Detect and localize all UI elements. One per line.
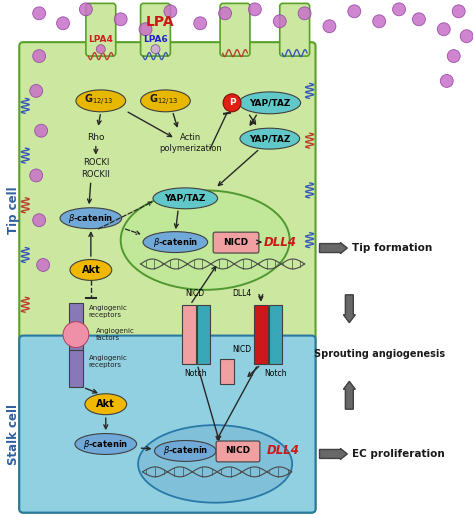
Ellipse shape: [85, 394, 127, 415]
Text: Angiogenic
factors: Angiogenic factors: [96, 328, 135, 341]
Bar: [69, 303, 83, 351]
FancyBboxPatch shape: [220, 4, 250, 56]
Bar: [269, 305, 282, 365]
Ellipse shape: [75, 434, 137, 454]
Circle shape: [33, 7, 46, 20]
Text: DLL4: DLL4: [233, 289, 252, 298]
Text: $\beta$-catenin: $\beta$-catenin: [163, 444, 208, 457]
Text: EC proliferation: EC proliferation: [352, 449, 445, 459]
Text: Notch: Notch: [264, 369, 287, 379]
Circle shape: [30, 84, 43, 97]
Text: $\beta$-catenin: $\beta$-catenin: [83, 438, 128, 451]
Circle shape: [80, 3, 92, 16]
FancyBboxPatch shape: [216, 441, 260, 462]
Circle shape: [438, 23, 450, 36]
Circle shape: [323, 20, 336, 33]
Bar: [182, 305, 196, 365]
Text: P: P: [229, 98, 236, 107]
Text: DLL4: DLL4: [266, 444, 299, 457]
Text: Angiogenic
receptors: Angiogenic receptors: [89, 355, 128, 368]
Text: Angiogenic
receptors: Angiogenic receptors: [89, 305, 128, 318]
Text: Akt: Akt: [96, 399, 115, 409]
Circle shape: [139, 23, 152, 36]
Text: DLL4: DLL4: [264, 236, 296, 249]
FancyArrow shape: [319, 449, 347, 459]
Ellipse shape: [76, 90, 126, 112]
Ellipse shape: [155, 440, 216, 462]
Ellipse shape: [121, 191, 290, 290]
Text: NICD: NICD: [223, 238, 248, 247]
Text: Akt: Akt: [82, 265, 100, 275]
Circle shape: [373, 15, 386, 28]
FancyArrow shape: [319, 242, 347, 253]
Circle shape: [30, 169, 43, 182]
Circle shape: [298, 7, 311, 20]
Bar: [220, 359, 234, 384]
FancyBboxPatch shape: [86, 4, 116, 56]
Circle shape: [63, 322, 89, 348]
FancyBboxPatch shape: [213, 232, 259, 253]
Text: Tip formation: Tip formation: [352, 243, 433, 253]
Circle shape: [248, 3, 261, 16]
Circle shape: [56, 17, 70, 30]
Ellipse shape: [70, 260, 112, 280]
Text: Sprouting angiogenesis: Sprouting angiogenesis: [314, 350, 445, 359]
Circle shape: [219, 7, 231, 20]
Circle shape: [35, 124, 47, 137]
FancyBboxPatch shape: [141, 4, 170, 56]
Ellipse shape: [239, 92, 301, 114]
Text: NICD: NICD: [186, 289, 205, 298]
Text: YAP/TAZ: YAP/TAZ: [164, 194, 206, 203]
Text: $\beta$-catenin: $\beta$-catenin: [153, 236, 198, 249]
Text: Tip cell: Tip cell: [7, 186, 20, 234]
Text: Stalk cell: Stalk cell: [7, 404, 20, 465]
Ellipse shape: [141, 90, 190, 112]
Circle shape: [412, 13, 425, 26]
Bar: [69, 350, 83, 387]
Circle shape: [33, 50, 46, 63]
Text: $\mathbf{G}_{12/13}$: $\mathbf{G}_{12/13}$: [149, 93, 178, 108]
Circle shape: [447, 50, 460, 63]
Circle shape: [273, 15, 286, 28]
Text: $\beta$-catenin: $\beta$-catenin: [68, 212, 114, 225]
Circle shape: [164, 5, 177, 18]
Text: $\mathbf{G}_{12/13}$: $\mathbf{G}_{12/13}$: [84, 93, 113, 108]
FancyBboxPatch shape: [19, 42, 316, 513]
Bar: [254, 305, 268, 365]
Text: Actin
polymerization: Actin polymerization: [159, 133, 222, 153]
Text: LPA6: LPA6: [143, 35, 168, 44]
Text: LPA4: LPA4: [88, 35, 113, 44]
Circle shape: [151, 45, 160, 53]
Ellipse shape: [240, 128, 300, 149]
Ellipse shape: [153, 188, 218, 209]
Text: NICD: NICD: [226, 447, 251, 455]
Text: YAP/TAZ: YAP/TAZ: [249, 98, 291, 107]
Circle shape: [36, 258, 50, 271]
Circle shape: [348, 5, 361, 18]
Circle shape: [194, 17, 207, 30]
Ellipse shape: [60, 208, 122, 228]
Circle shape: [440, 75, 453, 88]
FancyArrow shape: [343, 295, 356, 323]
Text: ROCKI
ROCKII: ROCKI ROCKII: [82, 159, 110, 179]
FancyArrow shape: [343, 381, 356, 409]
Circle shape: [223, 94, 241, 112]
Text: LPA: LPA: [146, 16, 175, 30]
Circle shape: [114, 13, 127, 26]
Ellipse shape: [138, 425, 292, 502]
Text: NICD: NICD: [232, 346, 251, 354]
Text: Notch: Notch: [184, 369, 207, 379]
Circle shape: [96, 45, 105, 53]
Text: YAP/TAZ: YAP/TAZ: [249, 134, 291, 143]
FancyBboxPatch shape: [280, 4, 310, 56]
Circle shape: [452, 5, 465, 18]
Circle shape: [460, 30, 473, 42]
Ellipse shape: [143, 232, 208, 253]
Circle shape: [392, 3, 405, 16]
Circle shape: [33, 214, 46, 227]
FancyBboxPatch shape: [19, 336, 316, 513]
Text: Rho: Rho: [87, 133, 105, 142]
Bar: [197, 305, 210, 365]
